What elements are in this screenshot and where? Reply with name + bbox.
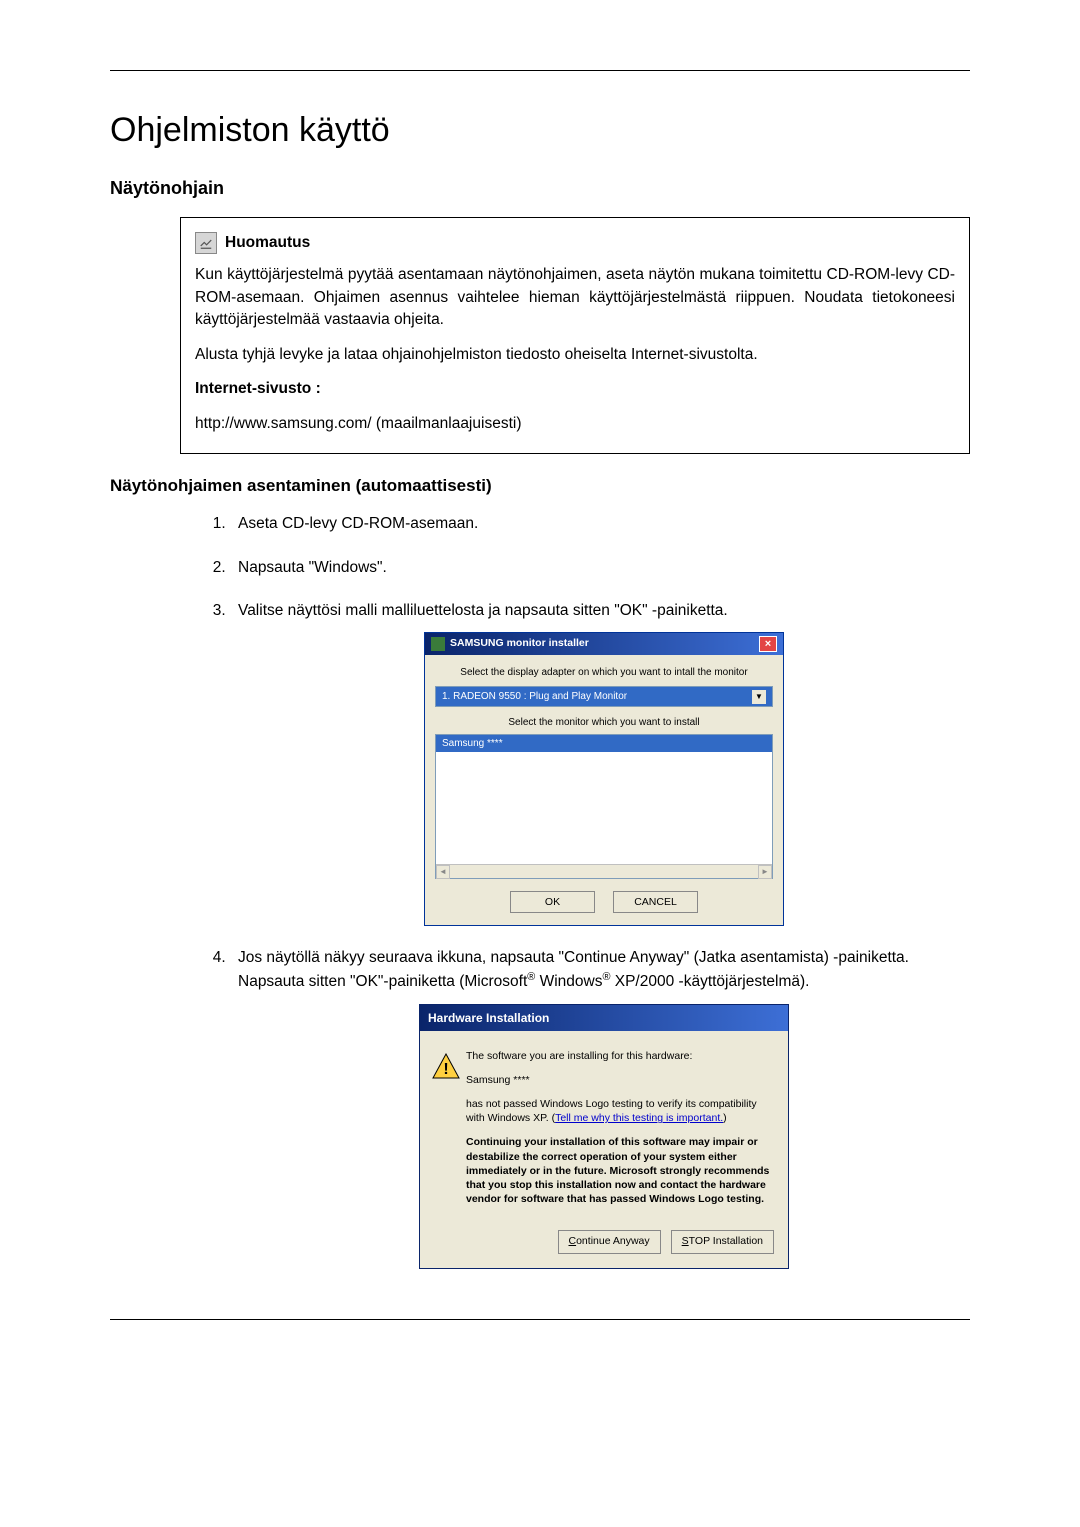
note-box: Huomautus Kun käyttöjärjestelmä pyytää a… — [180, 217, 970, 454]
page-title: Ohjelmiston käyttö — [110, 111, 970, 150]
display-adapter-value: 1. RADEON 9550 : Plug and Play Monitor — [442, 689, 627, 704]
section-heading-driver: Näytönohjain — [110, 178, 970, 199]
dialog1-title-icon — [431, 637, 445, 651]
scroll-left-icon[interactable]: ◄ — [436, 865, 450, 879]
dialog1-label-monitor: Select the monitor which you want to ins… — [435, 715, 773, 730]
dialog1-button-row: OK CANCEL — [435, 891, 773, 913]
monitor-list[interactable]: Samsung **** ◄ ► — [435, 734, 773, 879]
dialog2-container: Hardware Installation ! The software you… — [238, 1004, 970, 1269]
section-heading-install: Näytönohjaimen asentaminen (automaattise… — [110, 476, 970, 496]
step-4-text-c: XP/2000 -käyttöjärjestelmä). — [610, 973, 809, 990]
dialog2-titlebar: Hardware Installation — [420, 1005, 788, 1031]
note-header: Huomautus — [195, 232, 955, 254]
svg-text:!: ! — [443, 1061, 448, 1078]
step-2: Napsauta "Windows". — [230, 556, 970, 579]
note-paragraph-2: Alusta tyhjä levyke ja lataa ohjainohjel… — [195, 344, 955, 366]
warning-icon: ! — [432, 1049, 466, 1217]
cancel-button[interactable]: CANCEL — [613, 891, 698, 913]
step-3-text: Valitse näyttösi malli malliluettelosta … — [238, 602, 728, 619]
hardware-installation-dialog: Hardware Installation ! The software you… — [419, 1004, 789, 1269]
step-4-text-b: Windows — [535, 973, 602, 990]
scroll-right-icon[interactable]: ► — [758, 865, 772, 879]
dialog2-link[interactable]: Tell me why this testing is important. — [555, 1112, 723, 1124]
dialog2-line2: Samsung **** — [466, 1073, 776, 1087]
step-4: Jos näytöllä näkyy seuraava ikkuna, naps… — [230, 946, 970, 1269]
dialog1-body: Select the display adapter on which you … — [425, 655, 783, 925]
note-paragraph-1: Kun käyttöjärjestelmä pyytää asentamaan … — [195, 264, 955, 331]
note-icon — [195, 232, 217, 254]
ok-button[interactable]: OK — [510, 891, 595, 913]
scroll-track[interactable] — [450, 865, 758, 878]
install-steps-list: Aseta CD-levy CD-ROM-asemaan. Napsauta "… — [200, 512, 970, 1269]
dialog1-label-adapter: Select the display adapter on which you … — [435, 665, 773, 680]
continue-label-rest: ontinue Anyway — [576, 1235, 650, 1247]
close-icon[interactable]: × — [759, 636, 777, 652]
step-1: Aseta CD-levy CD-ROM-asemaan. — [230, 512, 970, 535]
dialog2-line1: The software you are installing for this… — [466, 1049, 776, 1063]
dialog2-body: ! The software you are installing for th… — [420, 1031, 788, 1231]
note-link-label: Internet-sivusto : — [195, 378, 955, 400]
bottom-horizontal-rule — [110, 1319, 970, 1320]
display-adapter-select[interactable]: 1. RADEON 9550 : Plug and Play Monitor ▼ — [435, 686, 773, 707]
chevron-down-icon[interactable]: ▼ — [752, 690, 766, 704]
dialog1-titlebar: SAMSUNG monitor installer × — [425, 633, 783, 655]
dialog2-button-row: Continue Anyway STOP Installation — [420, 1230, 788, 1268]
stop-installation-button[interactable]: STOP Installation — [671, 1230, 774, 1254]
horizontal-scrollbar[interactable]: ◄ ► — [436, 864, 772, 878]
dialog2-text: The software you are installing for this… — [466, 1049, 776, 1217]
dialog1-title-text: SAMSUNG monitor installer — [450, 636, 589, 652]
stop-label-rest: TOP Installation — [689, 1235, 763, 1247]
continue-anyway-button[interactable]: Continue Anyway — [558, 1230, 661, 1254]
dialog2-line3: has not passed Windows Logo testing to v… — [466, 1097, 776, 1125]
top-horizontal-rule — [110, 70, 970, 71]
dialog1-container: SAMSUNG monitor installer × Select the d… — [238, 632, 970, 926]
note-url: http://www.samsung.com/ (maailmanlaajuis… — [195, 413, 955, 435]
samsung-installer-dialog: SAMSUNG monitor installer × Select the d… — [424, 632, 784, 926]
step-3: Valitse näyttösi malli malliluettelosta … — [230, 599, 970, 926]
dialog2-bold-warning: Continuing your installation of this sof… — [466, 1135, 776, 1206]
note-title: Huomautus — [225, 232, 310, 254]
monitor-list-item[interactable]: Samsung **** — [436, 735, 772, 752]
